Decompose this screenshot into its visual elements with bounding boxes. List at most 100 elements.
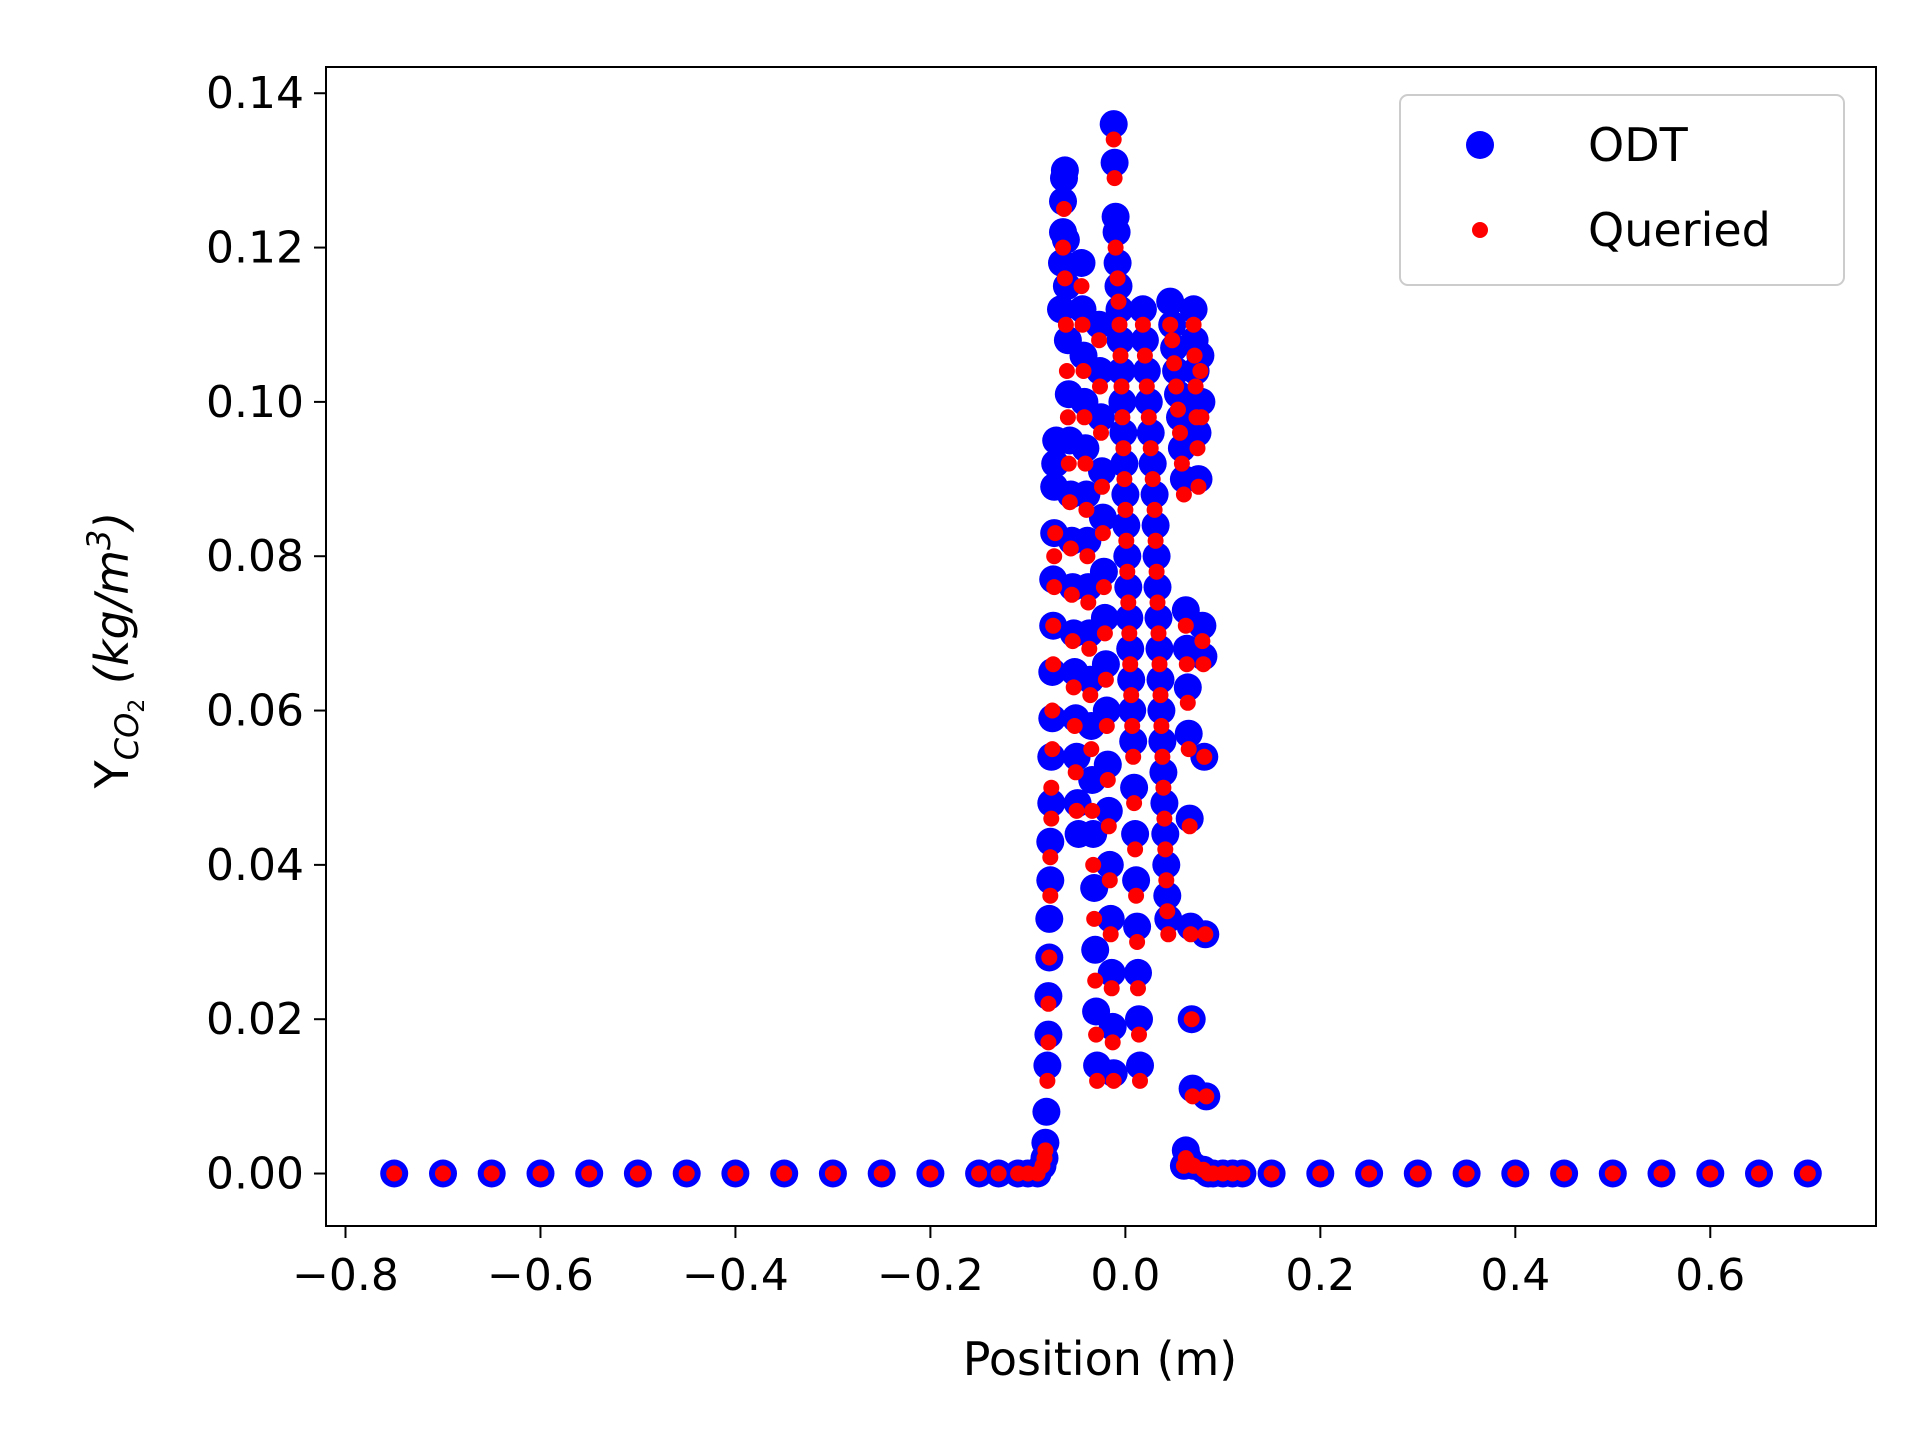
- point-odt-128: [1143, 573, 1172, 602]
- point-queried-129: [1159, 903, 1176, 920]
- point-queried-156: [1195, 656, 1212, 673]
- legend: ODT Queried: [1399, 94, 1845, 286]
- point-queried-5: [629, 1165, 646, 1182]
- point-queried-153: [1192, 363, 1209, 379]
- point-odt-95: [1103, 249, 1132, 277]
- point-queried-8: [776, 1165, 793, 1182]
- point-queried-132: [1164, 332, 1181, 349]
- point-queried-0: [386, 1165, 403, 1182]
- point-queried-9: [824, 1165, 841, 1182]
- point-queried-23: [1041, 949, 1058, 966]
- y-tick-label: 0.08: [206, 531, 304, 582]
- y-tick-label: 0.10: [206, 377, 304, 428]
- y-axis-label-subsubscript: 2: [125, 699, 150, 713]
- point-queried-43: [1062, 540, 1079, 557]
- point-queried-20: [1039, 1072, 1056, 1089]
- point-queried-146: [1184, 1088, 1201, 1105]
- point-queried-151: [1189, 440, 1206, 457]
- point-queried-94: [1117, 501, 1134, 518]
- point-odt-83: [1092, 696, 1121, 725]
- point-odt-127: [1142, 542, 1171, 571]
- point-odt-20: [1032, 1097, 1061, 1126]
- point-queried-117: [1147, 532, 1164, 549]
- point-odt-89: [1098, 1012, 1127, 1041]
- point-queried-106: [1129, 934, 1146, 950]
- plot-frame: [325, 66, 1877, 1227]
- point-queried-64: [1087, 972, 1104, 989]
- point-queried-180: [1751, 1165, 1767, 1182]
- point-queried-52: [1075, 363, 1092, 379]
- point-queried-19: [1037, 1142, 1054, 1159]
- point-queried-1: [435, 1165, 451, 1182]
- y-axis-ticks: 0.00 0.02 0.04 0.06 0.08 0.10 0.12 0.14: [206, 68, 326, 1200]
- point-queried-101: [1124, 718, 1141, 734]
- point-queried-115: [1144, 471, 1161, 488]
- x-tick-label: 0.6: [1675, 1250, 1745, 1301]
- y-axis-label-subscript: CO: [108, 713, 146, 761]
- point-odt-163: [1187, 387, 1216, 416]
- point-queried-88: [1111, 316, 1128, 333]
- point-queried-34: [1047, 525, 1064, 542]
- point-queried-120: [1150, 625, 1167, 642]
- point-odt-131: [1146, 665, 1175, 694]
- point-queried-57: [1080, 594, 1097, 611]
- point-queried-33: [1046, 548, 1063, 565]
- point-queried-154: [1193, 409, 1210, 426]
- point-odt-102: [1110, 449, 1139, 478]
- point-odt-132: [1147, 696, 1176, 725]
- point-queried-13: [990, 1165, 1007, 1182]
- point-odt-82: [1091, 650, 1120, 679]
- point-queried-42: [1061, 494, 1078, 511]
- point-queried-60: [1083, 741, 1100, 758]
- point-queried-91: [1114, 409, 1131, 426]
- point-queried-38: [1057, 316, 1074, 333]
- point-odt-126: [1141, 511, 1170, 540]
- x-axis-ticks: −0.8 −0.6 −0.4 −0.2 0.0 0.2 0.4 0.6: [292, 1226, 1745, 1301]
- point-queried-139: [1177, 617, 1194, 634]
- point-odt-133: [1148, 727, 1177, 756]
- point-queried-93: [1116, 471, 1133, 488]
- point-odt-86: [1095, 850, 1124, 879]
- point-odt-150: [1173, 673, 1202, 702]
- point-odt-36: [1041, 449, 1070, 478]
- point-queried-79: [1102, 926, 1119, 943]
- y-tick-label: 0.06: [206, 686, 304, 737]
- point-queried-119: [1149, 594, 1166, 611]
- point-odt-64: [1073, 526, 1102, 555]
- point-queried-100: [1123, 687, 1140, 704]
- point-odt-103: [1111, 480, 1140, 509]
- point-queried-143: [1181, 818, 1198, 835]
- point-queried-174: [1458, 1165, 1475, 1182]
- y-axis-label-unit-close: ): [85, 512, 139, 533]
- x-axis-label: Position (m): [963, 1332, 1237, 1386]
- y-axis-label: YCO2 (kg/m3): [80, 512, 150, 790]
- x-tick-label: 0.4: [1480, 1250, 1550, 1301]
- y-axis-label-unit-open: (kg/m: [85, 550, 139, 699]
- point-queried-172: [1361, 1165, 1378, 1182]
- point-queried-11: [922, 1165, 939, 1182]
- point-queried-78: [1101, 872, 1118, 889]
- point-queried-92: [1115, 440, 1132, 457]
- point-odt-164: [1188, 611, 1217, 640]
- point-odt-91: [1099, 110, 1128, 139]
- point-odt-85: [1094, 796, 1123, 825]
- point-odt-38: [1047, 295, 1075, 324]
- point-queried-112: [1138, 378, 1155, 395]
- point-odt-120: [1130, 326, 1159, 355]
- point-odt-123: [1136, 418, 1165, 447]
- point-queried-69: [1093, 424, 1109, 441]
- point-odt-43: [1050, 156, 1079, 185]
- point-queried-46: [1065, 679, 1082, 696]
- point-queried-105: [1128, 887, 1145, 904]
- point-odt-71: [1080, 874, 1109, 902]
- point-queried-35: [1055, 239, 1071, 256]
- point-queried-24: [1042, 887, 1059, 904]
- point-odt-72: [1081, 935, 1110, 964]
- point-queried-26: [1043, 810, 1060, 827]
- point-odt-99: [1107, 357, 1136, 385]
- point-queried-53: [1076, 409, 1093, 426]
- point-odt-116: [1124, 958, 1152, 987]
- point-odt-113: [1121, 820, 1150, 848]
- point-queried-98: [1121, 625, 1138, 642]
- x-tick-label: −0.6: [487, 1250, 594, 1301]
